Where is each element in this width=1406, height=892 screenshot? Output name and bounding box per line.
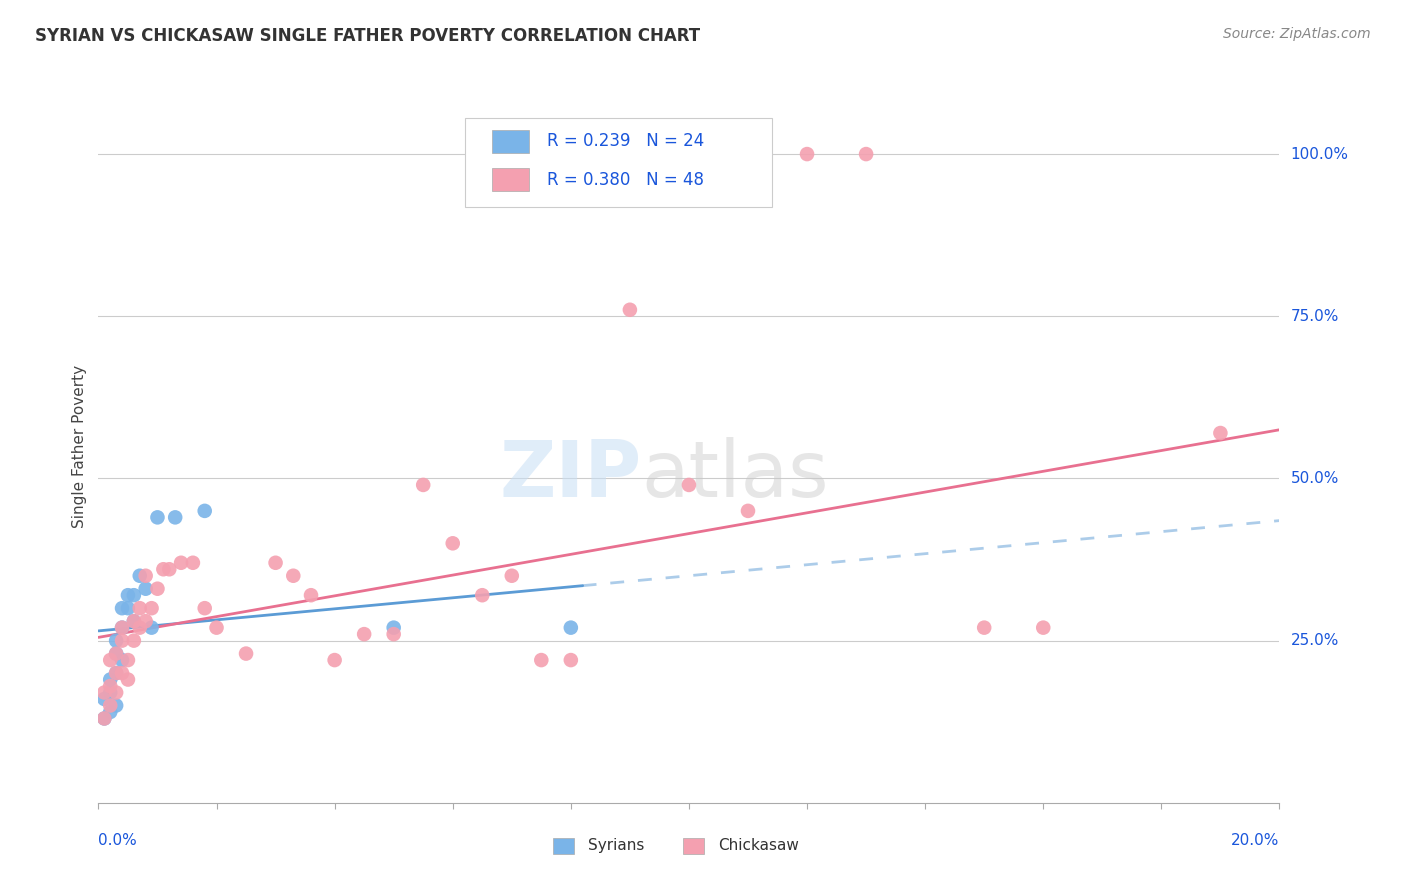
Text: 25.0%: 25.0% bbox=[1291, 633, 1339, 648]
Point bbox=[194, 601, 217, 615]
Point bbox=[111, 621, 134, 635]
Point bbox=[235, 647, 257, 661]
Point bbox=[135, 568, 157, 582]
Text: 50.0%: 50.0% bbox=[1291, 471, 1339, 486]
Point bbox=[105, 698, 128, 713]
Point bbox=[98, 698, 121, 713]
Point bbox=[560, 621, 582, 635]
Point bbox=[117, 673, 139, 687]
Point bbox=[382, 627, 405, 641]
Point bbox=[105, 666, 128, 681]
Point bbox=[105, 647, 128, 661]
Point bbox=[105, 647, 128, 661]
Text: R = 0.239   N = 24: R = 0.239 N = 24 bbox=[547, 132, 704, 150]
Point bbox=[382, 621, 405, 635]
Point bbox=[122, 614, 145, 628]
Point bbox=[170, 556, 193, 570]
Point bbox=[353, 627, 375, 641]
Point bbox=[117, 601, 139, 615]
Point bbox=[194, 504, 217, 518]
FancyBboxPatch shape bbox=[492, 130, 530, 153]
Point bbox=[122, 614, 145, 628]
Point bbox=[412, 478, 434, 492]
Point bbox=[441, 536, 464, 550]
FancyBboxPatch shape bbox=[683, 838, 704, 855]
Text: Chickasaw: Chickasaw bbox=[718, 838, 799, 853]
Y-axis label: Single Father Poverty: Single Father Poverty bbox=[72, 365, 87, 527]
Point bbox=[146, 582, 169, 596]
Point bbox=[678, 478, 700, 492]
Point bbox=[737, 504, 759, 518]
Point bbox=[855, 147, 877, 161]
Point bbox=[323, 653, 346, 667]
Point bbox=[98, 679, 121, 693]
Text: atlas: atlas bbox=[641, 436, 830, 513]
Text: R = 0.380   N = 48: R = 0.380 N = 48 bbox=[547, 171, 704, 189]
Point bbox=[117, 653, 139, 667]
Point bbox=[98, 685, 121, 699]
Point bbox=[973, 621, 995, 635]
Point bbox=[619, 302, 641, 317]
Point bbox=[135, 582, 157, 596]
Point bbox=[135, 614, 157, 628]
Text: 75.0%: 75.0% bbox=[1291, 309, 1339, 324]
Point bbox=[93, 711, 115, 725]
Point bbox=[111, 653, 134, 667]
Point bbox=[105, 685, 128, 699]
Point bbox=[98, 705, 121, 719]
Point bbox=[111, 621, 134, 635]
Point bbox=[299, 588, 322, 602]
Text: 100.0%: 100.0% bbox=[1291, 146, 1348, 161]
Point bbox=[530, 653, 553, 667]
Point bbox=[128, 568, 150, 582]
Point bbox=[93, 711, 115, 725]
Point bbox=[111, 633, 134, 648]
Point bbox=[1032, 621, 1054, 635]
FancyBboxPatch shape bbox=[464, 118, 772, 207]
Point bbox=[283, 568, 305, 582]
Text: SYRIAN VS CHICKASAW SINGLE FATHER POVERTY CORRELATION CHART: SYRIAN VS CHICKASAW SINGLE FATHER POVERT… bbox=[35, 27, 700, 45]
Point bbox=[264, 556, 287, 570]
Point bbox=[105, 633, 128, 648]
Point bbox=[501, 568, 523, 582]
Point bbox=[146, 510, 169, 524]
Point bbox=[560, 653, 582, 667]
Text: 20.0%: 20.0% bbox=[1232, 833, 1279, 848]
Text: Source: ZipAtlas.com: Source: ZipAtlas.com bbox=[1223, 27, 1371, 41]
Point bbox=[128, 621, 150, 635]
Point bbox=[205, 621, 228, 635]
Text: 0.0%: 0.0% bbox=[98, 833, 138, 848]
Point bbox=[165, 510, 187, 524]
Point bbox=[157, 562, 180, 576]
Point bbox=[141, 601, 163, 615]
FancyBboxPatch shape bbox=[553, 838, 574, 855]
Point bbox=[128, 601, 150, 615]
Text: Syrians: Syrians bbox=[588, 838, 644, 853]
Point bbox=[152, 562, 174, 576]
Point bbox=[141, 621, 163, 635]
Point bbox=[122, 633, 145, 648]
Point bbox=[111, 601, 134, 615]
Point bbox=[181, 556, 204, 570]
Point bbox=[111, 666, 134, 681]
Point bbox=[93, 685, 115, 699]
Point bbox=[1209, 425, 1232, 440]
Point bbox=[93, 692, 115, 706]
Point bbox=[471, 588, 494, 602]
Point bbox=[122, 588, 145, 602]
Point bbox=[796, 147, 818, 161]
Point bbox=[98, 673, 121, 687]
Point bbox=[98, 653, 121, 667]
Point bbox=[117, 588, 139, 602]
FancyBboxPatch shape bbox=[492, 169, 530, 191]
Point bbox=[105, 666, 128, 681]
Text: ZIP: ZIP bbox=[499, 436, 641, 513]
